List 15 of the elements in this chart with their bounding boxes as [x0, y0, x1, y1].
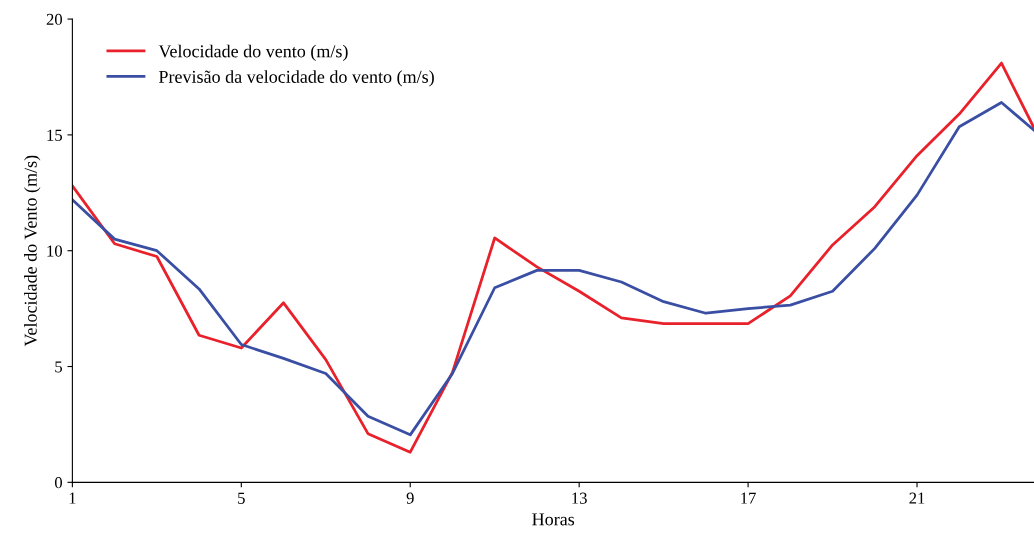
- x-tick-label: 13: [572, 492, 587, 504]
- y-tick-label: 0: [54, 477, 63, 489]
- y-tick-label: 10: [47, 245, 63, 257]
- x-tick-label: 1: [69, 492, 76, 504]
- y-tick-label: 20: [46, 13, 63, 26]
- x-axis-title: Horas: [532, 513, 575, 526]
- x-tick-label: 17: [741, 492, 756, 504]
- legend-label: Previsão da velocidade do vento (m/s): [158, 70, 434, 87]
- legend-label: Velocidade do vento (m/s): [158, 44, 348, 62]
- x-tick-label: 9: [406, 492, 414, 504]
- y-tick-label: 5: [55, 361, 63, 373]
- y-axis-title: Velocidade do Vento (m/s): [24, 155, 41, 347]
- x-tick-label: 21: [909, 492, 925, 504]
- x-tick-label: 5: [238, 492, 245, 504]
- y-tick-label: 15: [47, 129, 63, 141]
